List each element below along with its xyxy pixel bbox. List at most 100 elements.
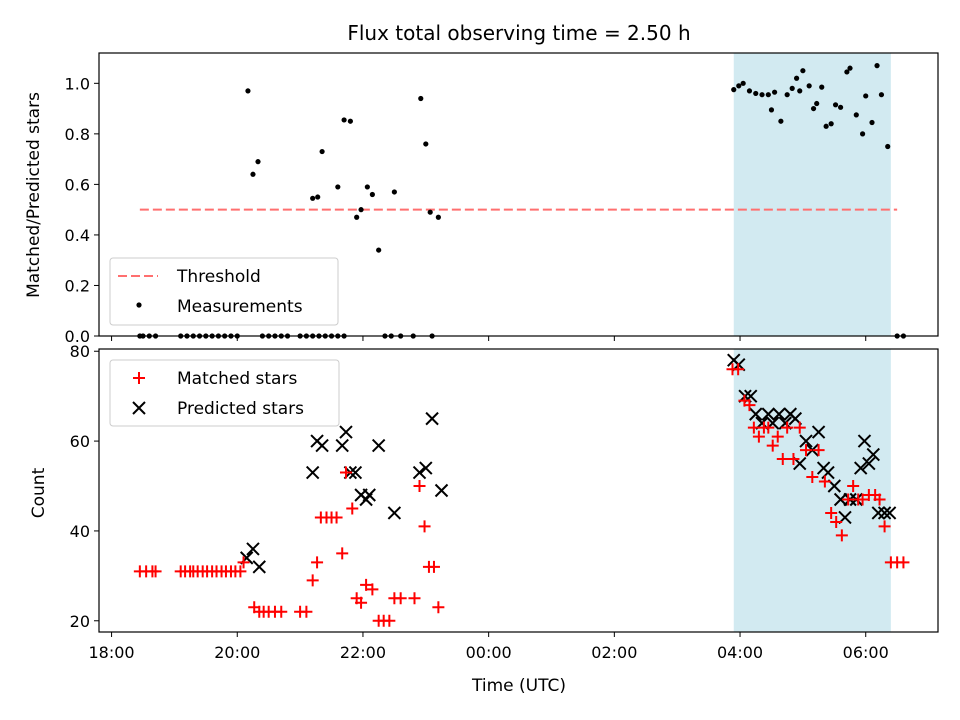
predicted-star-point [749,407,763,421]
measurement-point [853,112,859,118]
measurement-point [771,89,778,95]
top-y-tick-label: 1.0 [65,74,90,93]
measurement-point [837,104,844,110]
measurement-point [255,159,261,165]
measurement-point [736,83,742,89]
measurement-point [731,87,737,93]
predicted-star-point [335,438,349,453]
measurement-point [418,95,424,102]
measurement-point [832,102,839,108]
top-panel-observing-window [733,53,891,336]
x-tick-label: 06:00 [843,643,889,662]
x-tick-label: 22:00 [340,643,386,662]
matched-star-point [336,547,349,560]
measurement-point [335,184,341,190]
bottom-panel-observing-window [733,349,891,632]
top-y-tick-label: 0.6 [65,175,90,194]
predicted-stars-legend-label: Predicted stars [177,399,304,419]
measurement-point [844,69,850,75]
matched-star-point [234,565,247,578]
predicted-star-point [853,461,868,475]
measurement-point [810,105,817,112]
matched-star-point [800,444,813,457]
measurement-point [789,85,795,91]
predicted-star-point [866,447,880,462]
predicted-star-point [862,456,876,471]
top-y-tick-label: 0.4 [65,226,90,245]
matched-star-point [366,583,379,596]
threshold-legend-label: Threshold [176,267,261,287]
matched-star-point [830,515,843,528]
predicted-star-point [371,438,386,453]
matched-star-point [806,471,819,484]
x-tick-label: 04:00 [717,643,763,662]
predicted-star-point [871,506,886,520]
measurement-point [885,143,891,150]
matched-star-point [897,556,910,569]
bottom-panel-x-axis: 18:00 20:00 22:00 00:00 02:00 04:00 06:00 [89,632,889,662]
bottom-y-tick-label: 40 [70,522,90,541]
measurement-point [765,92,771,98]
predicted-star-point [772,407,786,421]
measurement-point [250,171,256,177]
measurement-point [819,84,825,90]
matched-star-point [408,592,421,605]
top-panel-y-axis: 0.0 0.2 0.4 0.6 0.8 1.0 [65,74,99,346]
measurement-point [797,88,803,94]
matched-star-point [873,493,886,506]
matched-star-point [752,430,765,443]
predicted-star-point [419,461,433,475]
measurement-point [391,189,397,195]
matched-star-point [427,560,440,573]
predicted-star-point [387,506,402,520]
bottom-y-tick-label: 60 [70,432,90,451]
predicted-star-point [412,465,427,480]
predicted-star-point [799,434,813,448]
matched-star-point [413,480,426,493]
measurements-legend-swatch [136,302,142,308]
bottom-panel-frame [98,348,939,633]
predicted-star-point [425,411,439,426]
matched-star-point [339,466,352,479]
x-tick-label: 20:00 [214,643,260,662]
matched-star-point [743,399,756,412]
top-y-tick-label: 0.8 [65,125,90,144]
measurement-point [310,195,316,201]
measurement-point [423,141,429,147]
predicted-star-point [877,506,892,520]
matched-star-point [842,493,855,506]
top-legend-box [109,257,339,326]
top-panel-frame [98,52,939,337]
matched-stars-legend-label: Matched stars [177,369,297,389]
x-axis-label: Time (UTC) [471,676,566,696]
bottom-panel-y-axis: 20 40 60 80 [70,342,99,631]
matched-star-point [878,520,891,533]
predicted-star-point [339,425,353,439]
bottom-panel: 20 40 60 80 18:00 20:00 22:00 00:00 02:00 04:00 0… [29,342,939,696]
measurement-point [376,247,382,253]
matched-star-point [776,453,789,466]
measurement-point [778,118,784,124]
top-y-tick-label: 0.0 [65,327,90,346]
measurement-point [784,92,790,98]
predicted-star-point [761,407,776,421]
predicted-star-point [833,492,848,507]
measurement-point [806,83,812,89]
bottom-legend-box [109,359,340,427]
matched-star-point [818,475,831,488]
matched-star-point [330,511,343,524]
measurement-point [863,93,869,99]
top-panel: 0.0 0.2 0.4 0.6 0.8 1.0 Matched/Predicted sta… [24,52,939,346]
matched-star-point [847,480,860,493]
measurement-point [746,88,753,94]
measurement-point [369,191,375,198]
predicted-star-point [252,560,266,574]
measurements-points [137,63,907,339]
predicted-star-point [434,483,449,498]
x-tick-label: 00:00 [466,643,512,662]
matched-star-point [418,520,431,533]
matched-star-point [300,605,313,618]
measurement-point [753,90,759,97]
measurement-point [759,92,765,98]
